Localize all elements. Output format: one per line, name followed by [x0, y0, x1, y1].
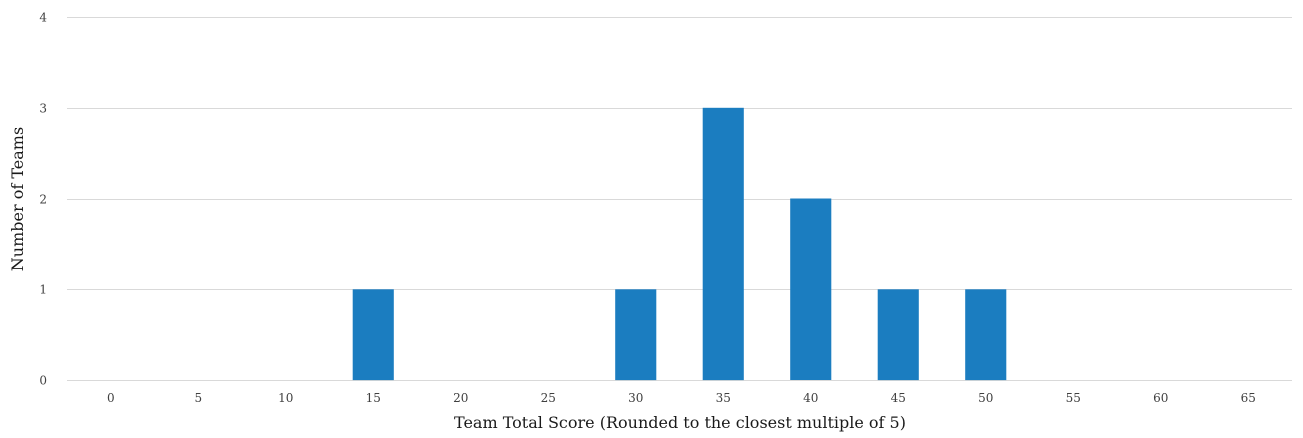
x-tick-label: 55 [1066, 391, 1081, 405]
x-tick-label: 15 [366, 391, 381, 405]
bar-40 [790, 198, 832, 380]
bars [352, 107, 1007, 381]
x-tick-label: 30 [628, 391, 643, 405]
gridlines [67, 17, 1292, 381]
y-tick-label: 2 [39, 193, 47, 207]
x-tick-label: 40 [803, 391, 818, 405]
y-tick-label: 4 [39, 11, 47, 25]
x-tick-label: 35 [716, 391, 731, 405]
bar-35 [702, 107, 744, 381]
y-tick-label: 1 [39, 283, 47, 297]
x-tick-label: 60 [1153, 391, 1168, 405]
x-tick-label: 50 [978, 391, 993, 405]
x-tick-label: 20 [453, 391, 468, 405]
y-axis-ticks: 0 1 2 3 4 [39, 11, 47, 388]
y-tick-label: 3 [39, 102, 47, 116]
bar-30 [615, 289, 657, 381]
x-tick-label: 45 [891, 391, 906, 405]
x-tick-label: 65 [1241, 391, 1256, 405]
bar-50 [965, 289, 1007, 381]
x-axis-title: Team Total Score (Rounded to the closest… [454, 413, 906, 432]
x-tick-label: 10 [278, 391, 293, 405]
y-tick-label: 0 [39, 374, 47, 388]
y-axis-title: Number of Teams [8, 127, 27, 271]
x-tick-label: 0 [107, 391, 115, 405]
bar-45 [877, 289, 919, 381]
bar-15 [352, 289, 394, 381]
x-tick-label: 5 [194, 391, 202, 405]
x-axis-ticks: 0 5 10 15 20 25 30 35 40 45 50 55 60 65 [107, 391, 1256, 405]
x-tick-label: 25 [541, 391, 556, 405]
